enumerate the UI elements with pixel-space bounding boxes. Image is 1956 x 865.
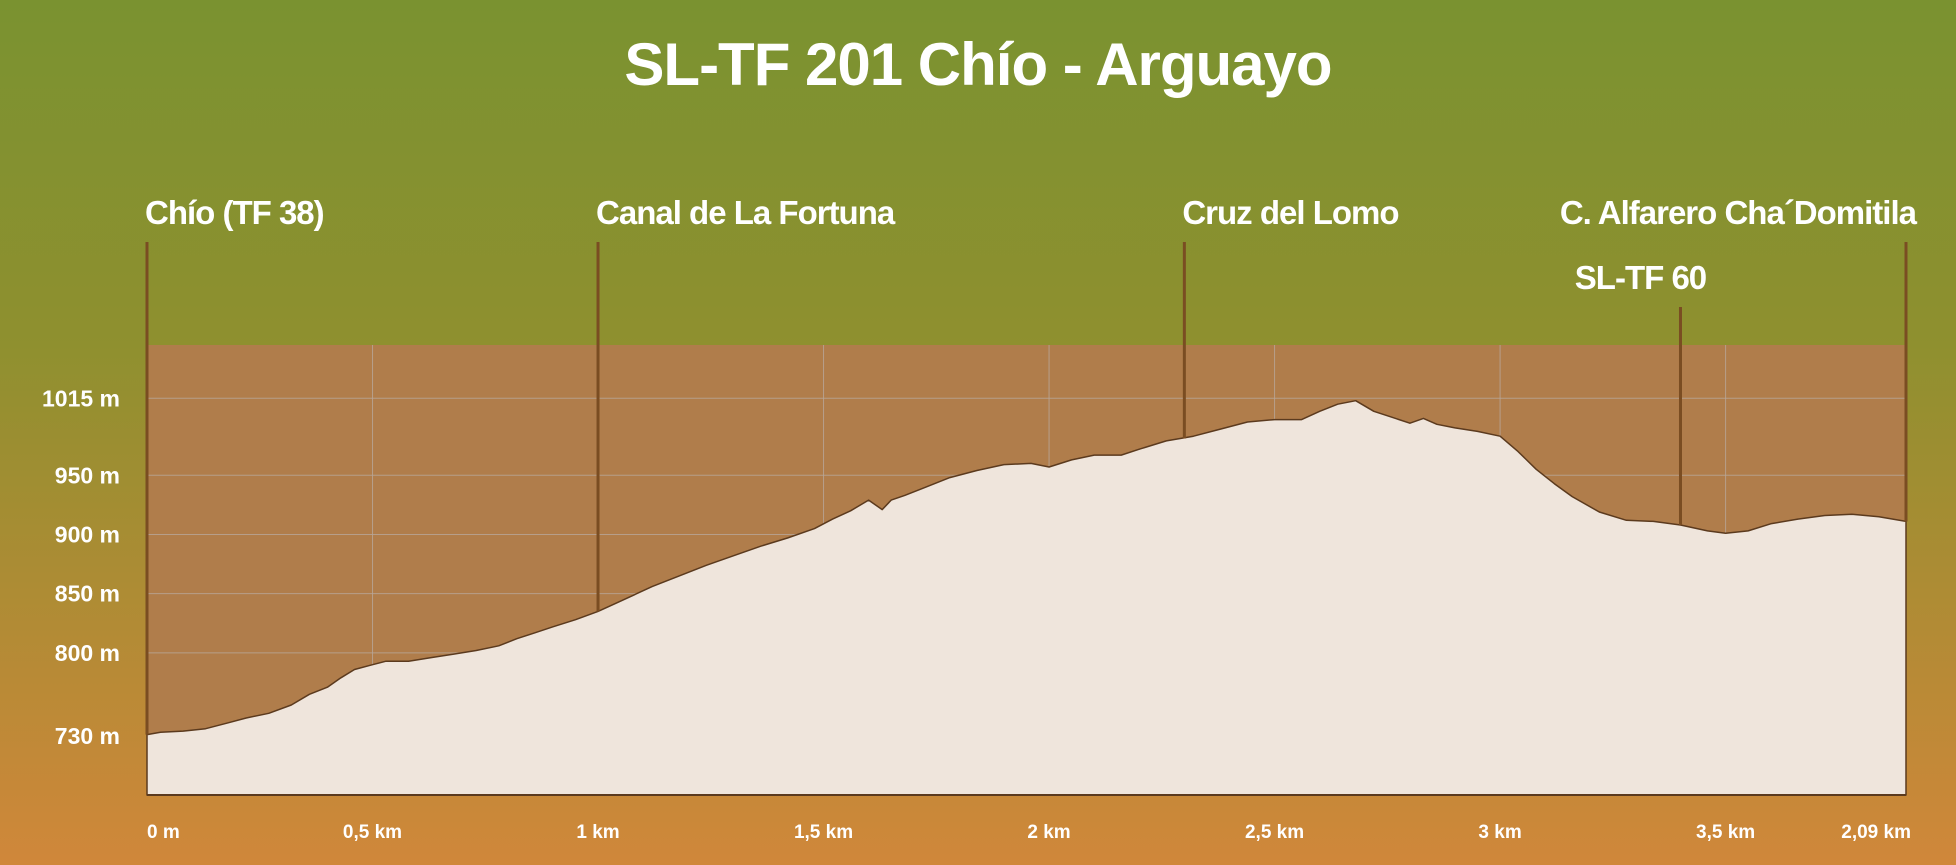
x-tick-label: 3 km <box>1478 822 1521 843</box>
y-tick-label: 950 m <box>55 462 120 488</box>
x-tick-label: 3,5 km <box>1696 822 1755 843</box>
y-tick-label: 730 m <box>55 723 120 749</box>
x-tick-label: 1,5 km <box>794 822 853 843</box>
y-tick-label: 850 m <box>55 581 120 607</box>
labels: 0 m 0,5 km 1 km 1,5 km 2 km 2,5 km 3 km 3,5 km 2… <box>42 194 1919 843</box>
waypoint-label: Chío (TF 38) <box>145 194 324 231</box>
y-tick-label: 800 m <box>55 640 120 666</box>
x-tick-label: 0,5 km <box>343 822 402 843</box>
waypoint-label: SL-TF 60 <box>1575 259 1706 296</box>
x-tick-label: 0 m <box>147 822 180 843</box>
x-tick-label: 1 km <box>576 822 619 843</box>
waypoint-label: C. Alfarero Cha´Domitila <box>1560 194 1918 231</box>
y-tick-label: 900 m <box>55 521 120 547</box>
waypoint-markers <box>145 242 1908 735</box>
waypoint-label: Canal de La Fortuna <box>596 194 896 231</box>
x-tick-label: 2,09 km <box>1841 822 1911 843</box>
waypoint-label: Cruz del Lomo <box>1182 194 1398 231</box>
x-tick-label: 2,5 km <box>1245 822 1304 843</box>
chart-title: SL-TF 201 Chío - Arguayo <box>624 31 1332 98</box>
y-tick-label: 1015 m <box>42 385 120 411</box>
elevation-profile-area <box>146 399 1907 796</box>
x-tick-label: 2 km <box>1027 822 1070 843</box>
